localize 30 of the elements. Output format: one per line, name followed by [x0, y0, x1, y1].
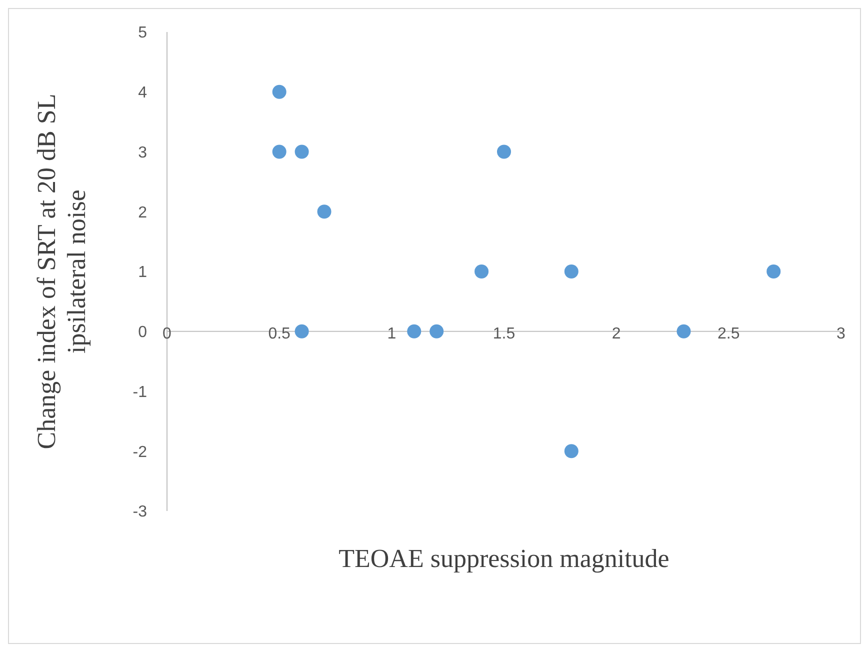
point: [294, 144, 309, 159]
y-tick-label: -3: [132, 504, 148, 521]
point: [676, 324, 691, 338]
point: [564, 264, 578, 278]
point: [497, 144, 511, 159]
x-tick-label: 2: [612, 326, 621, 343]
point: [430, 324, 444, 338]
point: [294, 324, 309, 338]
y-tick-label: 1: [138, 264, 148, 282]
y-tick-label: 2: [138, 204, 148, 222]
point: [766, 264, 781, 278]
point: [272, 84, 286, 99]
point: [272, 144, 286, 159]
y-tick-label: -1: [132, 384, 148, 401]
y-tick-label: -2: [132, 444, 148, 461]
x-tick-label: 0: [162, 326, 172, 343]
point: [564, 444, 578, 458]
y-tick-label: 3: [138, 144, 148, 162]
x-tick-label: 1: [387, 326, 396, 343]
x-tick-label: 0.5: [268, 326, 291, 343]
point: [474, 264, 489, 278]
x-tick-label: 1.5: [492, 326, 516, 343]
point: [407, 324, 422, 338]
x-tick-label: 2.5: [718, 326, 740, 343]
x-tick-label: 3: [836, 326, 846, 343]
x-axis-title: TEOAE suppression magnitude: [338, 544, 670, 573]
y-axis-title: Change index of SRT at 20 dB SL ipsilateral noise: [32, 94, 91, 450]
point: [317, 204, 332, 219]
y-tick-label: 5: [138, 24, 148, 42]
y-tick-label: 4: [138, 84, 148, 102]
